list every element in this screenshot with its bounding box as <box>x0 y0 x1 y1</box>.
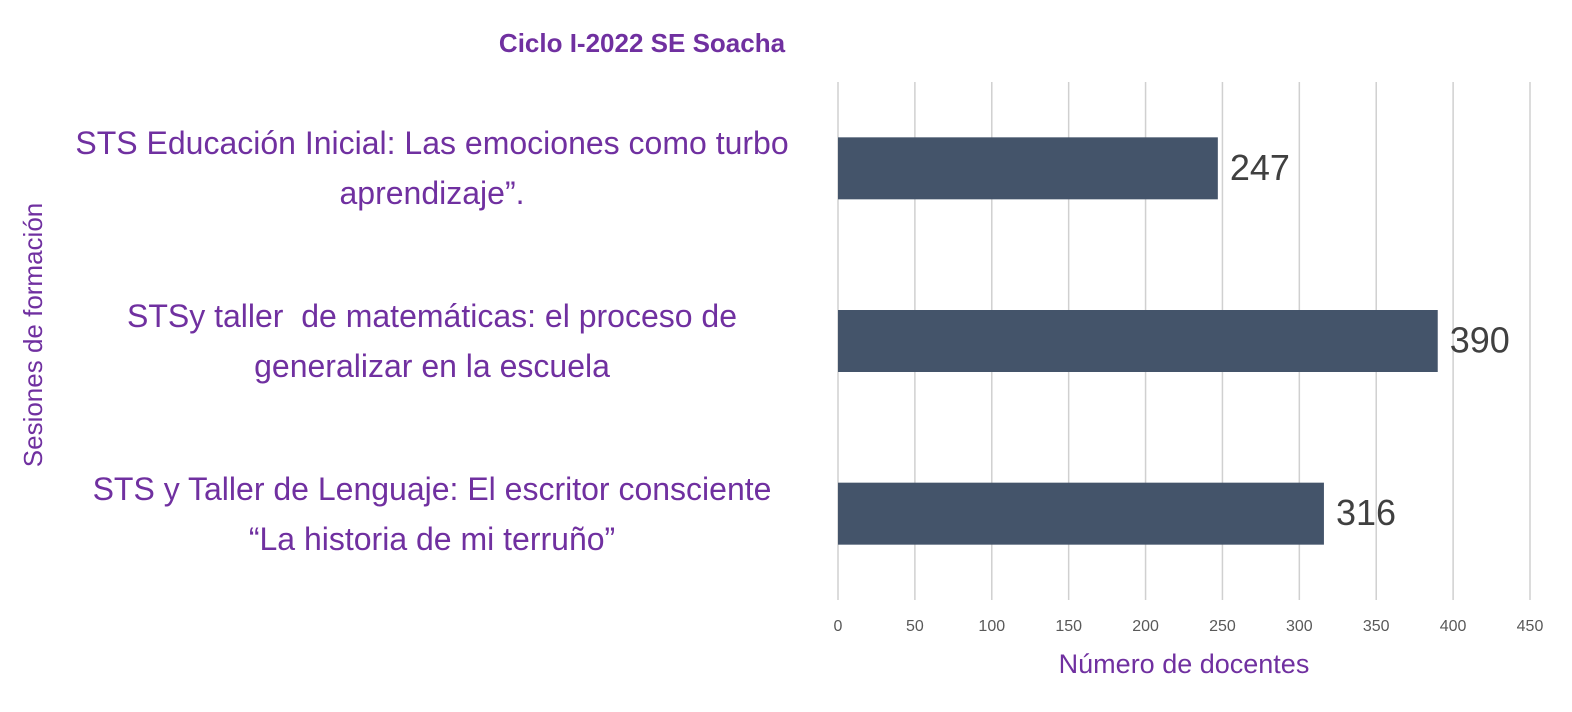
x-tick-label: 50 <box>906 618 924 635</box>
bar <box>838 137 1218 200</box>
y-tick-label: STSy taller de matemáticas: el proceso d… <box>126 298 746 384</box>
x-tick-label: 150 <box>1055 618 1082 635</box>
x-tick-label: 200 <box>1132 618 1159 635</box>
x-tick-label: 350 <box>1363 618 1390 635</box>
bar <box>838 482 1324 545</box>
y-tick-label: STS y Taller de Lenguaje: El escritor co… <box>92 470 790 557</box>
data-label: 316 <box>1336 492 1396 533</box>
x-tick-label: 100 <box>978 618 1005 635</box>
bar <box>838 310 1438 372</box>
x-tick-label: 250 <box>1209 618 1236 635</box>
x-tick-label: 300 <box>1286 618 1313 635</box>
y-axis-title: Sesiones de formación <box>18 203 48 467</box>
y-tick-label: STS Educación Inicial: Las emociones com… <box>75 125 798 212</box>
x-tick-label: 0 <box>834 618 843 635</box>
data-label: 247 <box>1230 147 1290 188</box>
x-tick-label: 450 <box>1517 618 1544 635</box>
data-label: 390 <box>1450 320 1510 361</box>
chart-title: Ciclo I-2022 SE Soacha <box>499 28 786 58</box>
x-axis-title: Número de docentes <box>1059 649 1310 679</box>
x-tick-label: 400 <box>1440 618 1467 635</box>
